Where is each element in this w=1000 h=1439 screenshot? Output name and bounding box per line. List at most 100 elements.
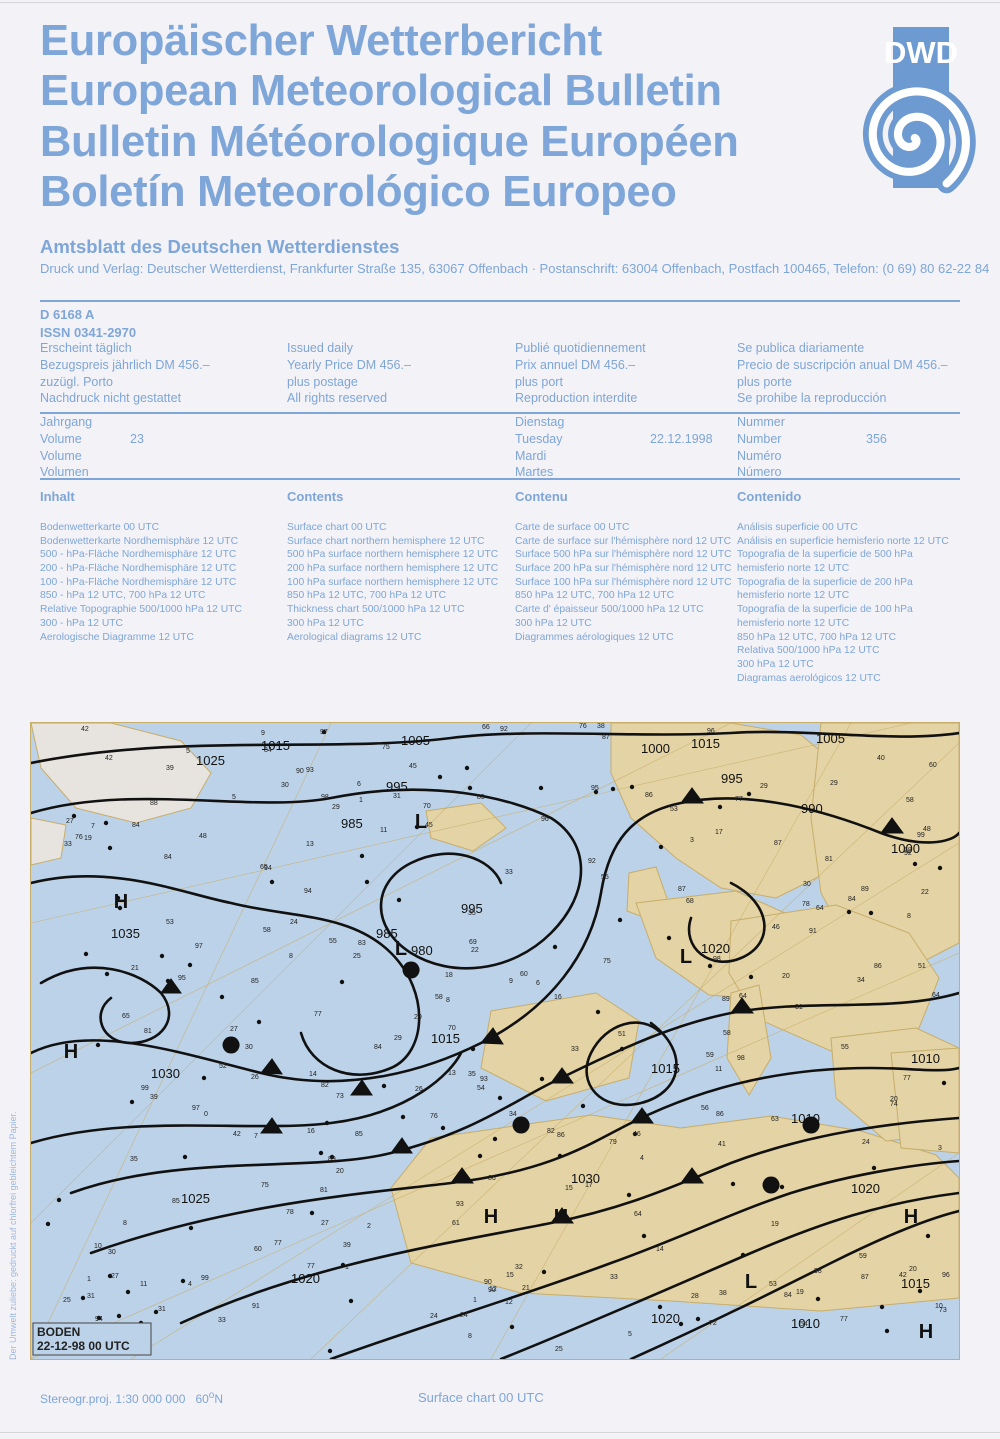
svg-text:82: 82 [321,1082,329,1089]
svg-text:53: 53 [166,919,174,926]
svg-text:33: 33 [610,1274,618,1281]
svg-text:31: 31 [795,1004,803,1011]
svg-text:98: 98 [713,956,721,963]
svg-text:85: 85 [355,1131,363,1138]
svg-text:L: L [745,1271,757,1293]
svg-text:64: 64 [932,992,940,999]
svg-text:88: 88 [150,800,158,807]
svg-text:25: 25 [63,1297,71,1304]
svg-text:83: 83 [358,940,366,947]
svg-text:21: 21 [522,1285,530,1292]
svg-text:84: 84 [848,896,856,903]
svg-text:81: 81 [320,1187,328,1194]
svg-text:74: 74 [890,1101,898,1108]
svg-text:93: 93 [456,1201,464,1208]
svg-text:75: 75 [261,1182,269,1189]
svg-text:81: 81 [144,1028,152,1035]
svg-text:1010: 1010 [791,1111,820,1126]
svg-text:13: 13 [448,1070,456,1077]
svg-text:85: 85 [477,794,485,801]
svg-text:11: 11 [140,1281,147,1288]
svg-text:13: 13 [306,841,314,848]
svg-text:93: 93 [306,767,314,774]
svg-text:58: 58 [906,797,914,804]
svg-text:42: 42 [233,1131,241,1138]
svg-text:86: 86 [716,1111,724,1118]
svg-text:27: 27 [230,1026,238,1033]
svg-text:76: 76 [430,1113,438,1120]
svg-text:14: 14 [309,1071,317,1078]
svg-text:5: 5 [232,794,236,801]
svg-text:98: 98 [814,1268,822,1275]
svg-text:6: 6 [357,781,361,788]
svg-text:990: 990 [801,801,823,816]
svg-text:99: 99 [141,1085,149,1092]
svg-text:84: 84 [784,1292,792,1299]
svg-text:995: 995 [386,779,408,794]
svg-text:11: 11 [715,1066,722,1073]
svg-text:94: 94 [95,1316,103,1323]
svg-text:48: 48 [199,833,207,840]
svg-text:63: 63 [771,1116,779,1123]
svg-text:72: 72 [709,1320,717,1327]
svg-text:22: 22 [921,889,929,896]
svg-text:95: 95 [178,975,186,982]
svg-text:82: 82 [547,1128,555,1135]
svg-text:8: 8 [907,913,911,920]
svg-text:995: 995 [721,771,743,786]
svg-text:29: 29 [830,780,838,787]
svg-text:19: 19 [796,1289,804,1296]
svg-text:31: 31 [87,1293,95,1300]
svg-text:99: 99 [201,1275,209,1282]
svg-text:92: 92 [588,858,596,865]
svg-text:64: 64 [739,993,747,1000]
svg-text:17: 17 [585,1182,593,1189]
svg-text:1035: 1035 [111,926,140,941]
svg-text:8: 8 [446,997,450,1004]
svg-text:9: 9 [509,978,513,985]
svg-text:42: 42 [105,755,113,762]
svg-text:51: 51 [918,963,926,970]
svg-text:1: 1 [473,1297,477,1304]
svg-text:93: 93 [480,1076,488,1083]
svg-text:91: 91 [809,928,817,935]
svg-text:1005: 1005 [816,731,845,746]
svg-text:1030: 1030 [151,1066,180,1081]
svg-text:1020: 1020 [291,1271,320,1286]
svg-text:86: 86 [874,963,882,970]
svg-text:39: 39 [343,1242,351,1249]
svg-text:68: 68 [686,898,694,905]
svg-text:1: 1 [87,1276,91,1283]
svg-text:8: 8 [123,1220,127,1227]
svg-text:H: H [904,1206,918,1228]
svg-text:97: 97 [195,943,203,950]
svg-text:58: 58 [435,994,443,1001]
svg-text:90: 90 [488,1287,496,1294]
svg-text:19: 19 [771,1221,779,1228]
svg-text:1020: 1020 [651,1311,680,1326]
svg-text:31: 31 [393,793,401,800]
svg-text:89: 89 [722,996,730,1003]
svg-text:16: 16 [554,994,562,1001]
svg-text:53: 53 [670,806,678,813]
svg-text:1010: 1010 [911,1051,940,1066]
svg-text:1015: 1015 [431,1031,460,1046]
svg-text:42: 42 [81,726,89,733]
svg-text:12: 12 [505,1299,513,1306]
svg-text:16: 16 [307,1128,315,1135]
svg-text:1020: 1020 [851,1181,880,1196]
svg-text:77: 77 [840,1316,848,1323]
svg-text:76: 76 [579,723,587,730]
svg-text:34: 34 [857,977,865,984]
svg-text:58: 58 [263,927,271,934]
svg-text:20: 20 [336,1168,344,1175]
svg-text:15: 15 [506,1272,514,1279]
svg-text:15: 15 [565,1185,573,1192]
svg-text:20: 20 [909,1266,917,1273]
svg-text:77: 77 [307,1263,315,1270]
svg-text:87: 87 [861,1274,869,1281]
svg-text:78: 78 [286,1209,294,1216]
svg-text:96: 96 [541,816,549,823]
svg-text:33: 33 [64,841,72,848]
svg-text:69: 69 [469,939,477,946]
